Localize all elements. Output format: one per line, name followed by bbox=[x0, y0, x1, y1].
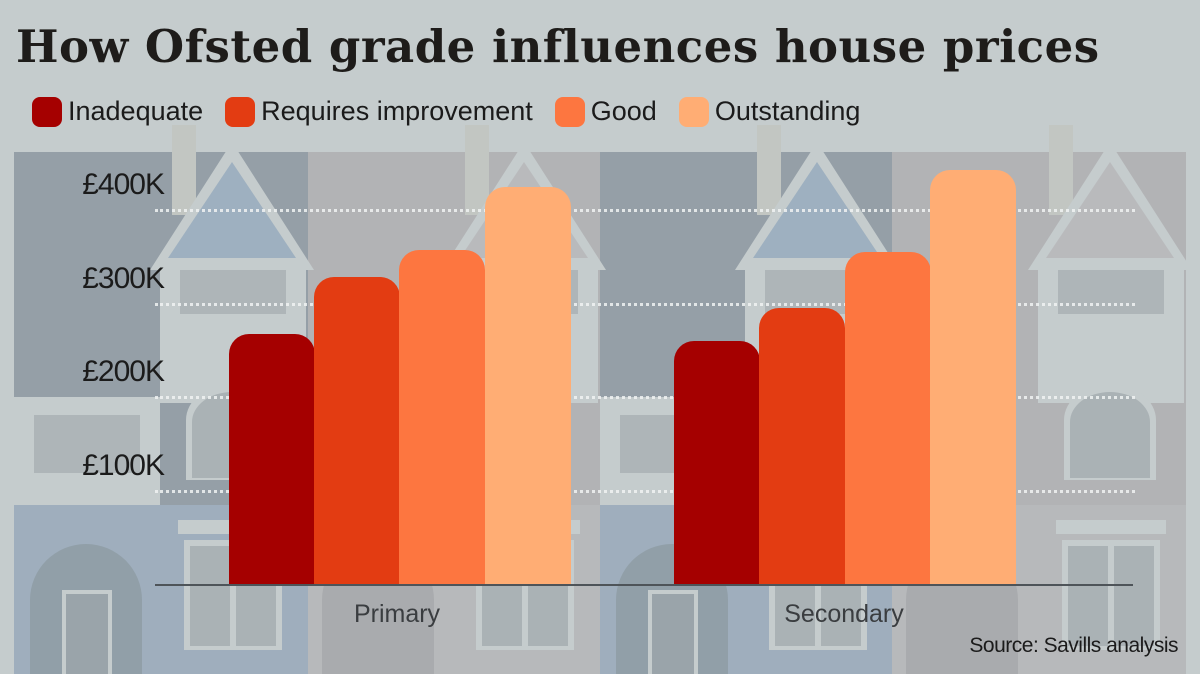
chart-title: How Ofsted grade influences house prices bbox=[16, 20, 1100, 73]
gridline-200k bbox=[155, 396, 1135, 399]
legend-item-outstanding: Outstanding bbox=[678, 96, 861, 127]
legend-swatch-outstanding bbox=[678, 96, 709, 127]
gridline-400k bbox=[155, 209, 1135, 212]
y-tick-200k: £200K bbox=[82, 355, 165, 388]
bar-primary-inadequate bbox=[229, 334, 315, 585]
x-label-secondary: Secondary bbox=[784, 600, 904, 628]
legend-swatch-requires-improvement bbox=[225, 96, 256, 127]
bar-primary-outstanding bbox=[485, 187, 571, 585]
gridline-100k bbox=[155, 490, 1135, 493]
source-note: Source: Savills analysis bbox=[969, 634, 1178, 657]
bar-primary-requires-improvement bbox=[314, 277, 400, 585]
legend-swatch-good bbox=[554, 96, 585, 127]
legend-swatch-inadequate bbox=[32, 96, 62, 127]
legend-item-requires-improvement: Requires improvement bbox=[225, 96, 533, 127]
bar-secondary-inadequate bbox=[674, 341, 760, 585]
legend-item-inadequate: Inadequate bbox=[32, 96, 203, 127]
y-tick-300k: £300K bbox=[82, 262, 165, 295]
bar-secondary-good bbox=[845, 252, 931, 585]
legend-label: Good bbox=[590, 96, 657, 126]
legend-label: Inadequate bbox=[68, 96, 204, 126]
gridline-300k bbox=[155, 303, 1135, 306]
legend-label: Requires improvement bbox=[261, 96, 533, 126]
legend-item-good: Good bbox=[554, 96, 657, 127]
chart-legend: Inadequate Requires improvement Good Out… bbox=[32, 96, 882, 127]
x-label-primary: Primary bbox=[353, 600, 441, 628]
bar-primary-good bbox=[399, 250, 485, 585]
bar-secondary-outstanding bbox=[930, 170, 1016, 585]
bar-secondary-requires-improvement bbox=[759, 308, 845, 585]
y-tick-100k: £100K bbox=[82, 449, 165, 482]
legend-label: Outstanding bbox=[714, 96, 861, 126]
y-tick-400k: £400K bbox=[82, 168, 165, 201]
x-axis-baseline bbox=[155, 584, 1133, 586]
